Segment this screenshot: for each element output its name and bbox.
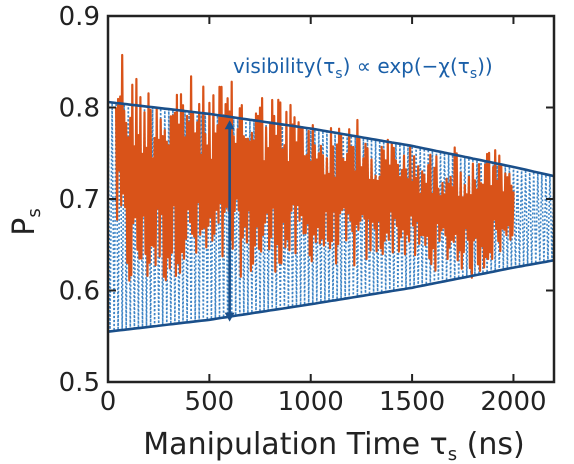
axis-ticks: 0 500 1000 1500 2000 0.5 0.6 0.7 0.8 0.9 <box>59 2 554 417</box>
y-axis-title: Ps <box>7 208 45 235</box>
visibility-arrow-head-top <box>224 120 235 130</box>
plot-area <box>107 53 555 333</box>
visibility-annotation: visibility(τs) ∝ exp(−χ(τs)) <box>233 54 493 82</box>
visibility-arrow-head-bottom <box>224 312 235 322</box>
x-tick-label: 1500 <box>379 387 445 417</box>
x-tick-label: 1000 <box>278 387 344 417</box>
y-tick-label: 0.6 <box>59 277 100 307</box>
measured-series <box>115 53 515 282</box>
x-tick-label: 0 <box>100 387 117 417</box>
y-tick-label: 0.9 <box>59 2 100 32</box>
y-tick-label: 0.5 <box>59 368 100 398</box>
y-tick-label: 0.7 <box>59 185 100 215</box>
lower-envelope <box>107 259 555 333</box>
x-tick-label: 2000 <box>480 387 546 417</box>
x-axis-title: Manipulation Time τs (ns) <box>143 427 524 464</box>
x-tick-label: 500 <box>185 387 235 417</box>
y-tick-label: 0.8 <box>59 94 100 124</box>
upper-envelope <box>107 100 555 178</box>
